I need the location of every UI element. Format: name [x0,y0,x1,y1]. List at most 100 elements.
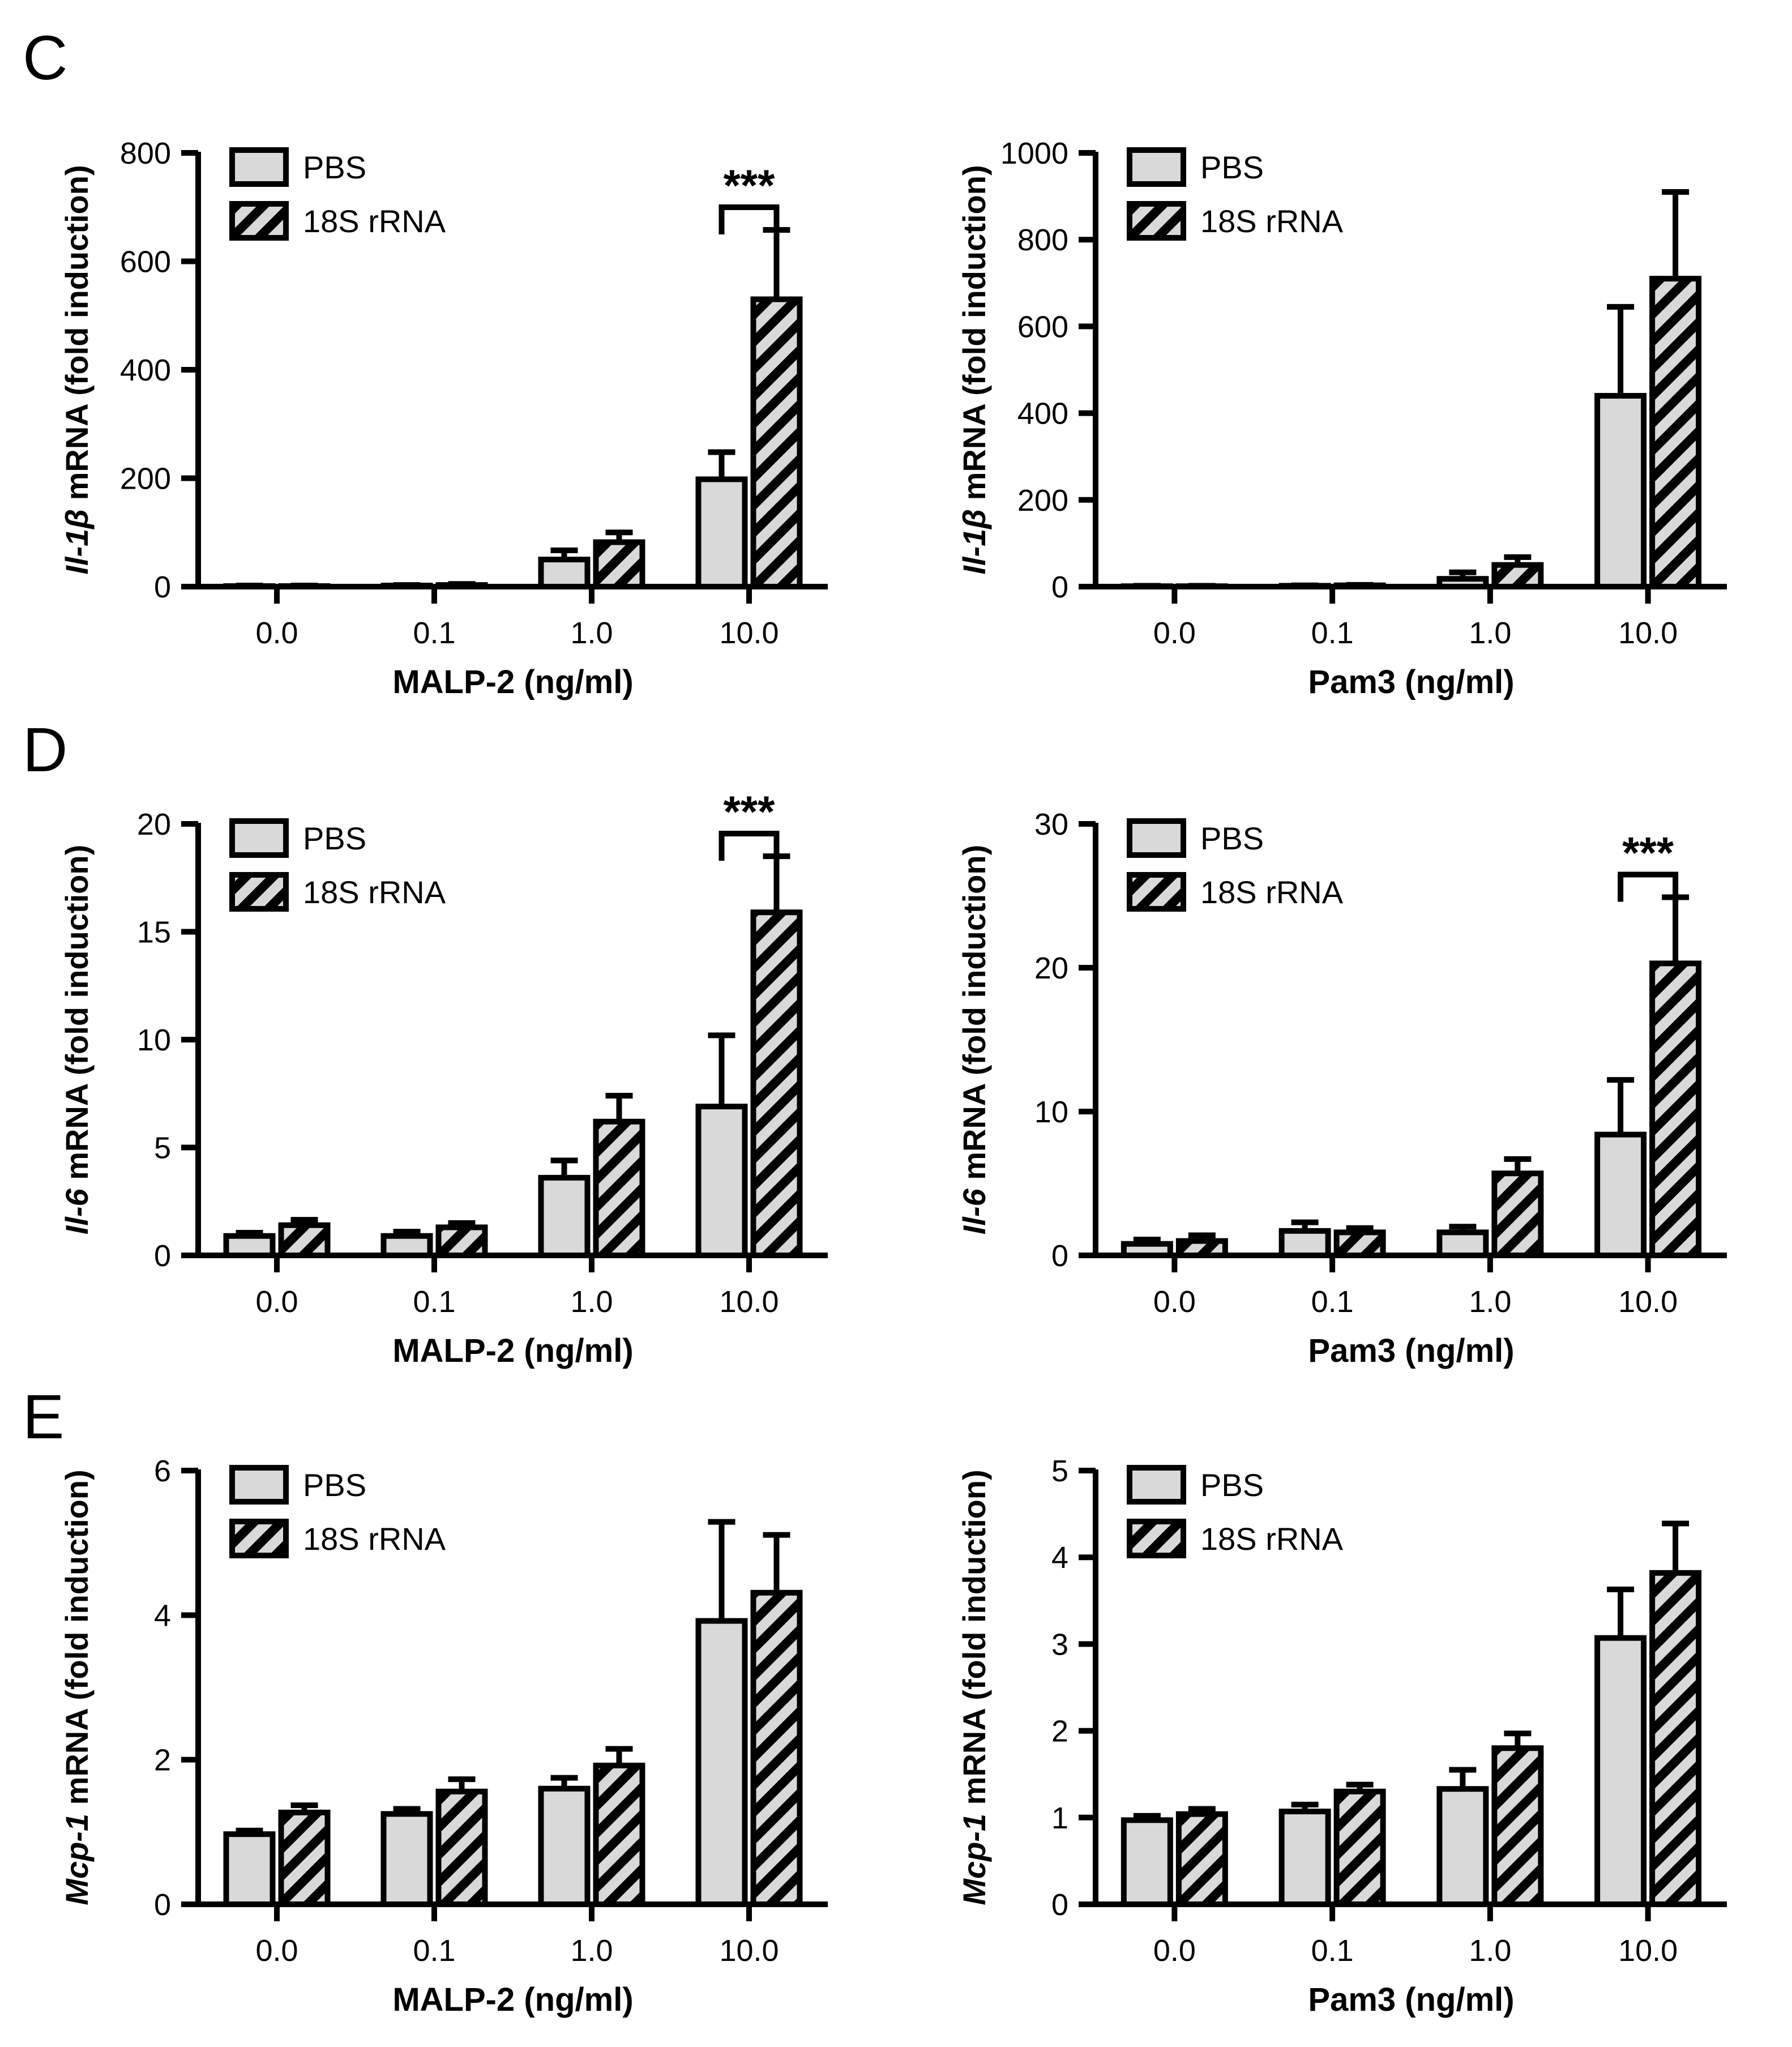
bar-18s-rrna [1175,583,1228,590]
bar-pbs [223,1233,276,1258]
y-tick-label: 2 [154,1743,171,1777]
bar-pbs [1594,1131,1647,1259]
legend-swatch-18s-rrna [1127,201,1186,241]
x-tick-label: 1.0 [570,616,613,650]
significance-label: *** [1622,828,1674,878]
x-tick-label: 10.0 [1618,1934,1678,1968]
legend-swatch-pbs [229,147,289,187]
x-tick-label: 0.1 [1311,616,1354,650]
bar-18s-rrna [435,582,488,589]
y-tick-label: 800 [1017,223,1068,257]
legend-swatch-18s-rrna [229,201,289,241]
x-tick-label: 10.0 [719,1934,779,1968]
legend-label-pbs: PBS [303,149,366,185]
significance-bracket [718,204,780,234]
x-tick-label: 1.0 [1469,1285,1511,1319]
y-axis-label-unit: mRNA (fold induction) [956,165,992,509]
panel-label-d: D [23,715,67,785]
panel-label-e: E [23,1382,64,1452]
legend-label-18s-rrna: 18S rRNA [303,1521,446,1557]
y-tick-label: 4 [154,1599,171,1633]
y-axis-label-unit: mRNA (fold induction) [59,165,95,509]
bar-18s-rrna [593,539,645,589]
x-tick-label: 0.0 [1153,1285,1196,1319]
y-tick-label: 5 [1051,1454,1068,1488]
y-tick-label: 400 [1017,397,1068,431]
bar-pbs [695,1618,748,1907]
bar-18s-rrna [1333,1788,1386,1908]
y-axis-label-gene: Il-6 [59,1188,95,1234]
y-axis-label: Il-6 mRNA (fold induction) [956,845,992,1235]
y-axis-label: Il-1β mRNA (fold induction) [59,165,95,574]
bar-pbs [380,1233,433,1258]
y-axis-label-unit: mRNA (fold induction) [956,845,992,1189]
bar-pbs [695,1104,748,1258]
y-axis-label-gene: Il-6 [956,1188,992,1234]
y-tick-label: 6 [154,1454,171,1488]
significance-label: *** [723,160,775,210]
x-tick-label: 10.0 [1618,616,1678,650]
bar-pbs [1436,576,1489,589]
bar-18s-rrna [593,1118,645,1259]
y-axis-label: Mcp-1 mRNA (fold induction) [59,1469,95,1905]
legend-label-18s-rrna: 18S rRNA [1200,203,1344,239]
x-axis-label: Pam3 (ng/ml) [1308,1332,1514,1369]
legend-label-pbs: PBS [1200,820,1264,856]
bar-18s-rrna [1649,1570,1702,1907]
legend-swatch-pbs [1127,147,1186,187]
y-tick-label: 1 [1051,1801,1068,1835]
y-tick-label: 0 [1051,1888,1068,1922]
y-tick-label: 10 [137,1023,171,1057]
x-tick-label: 1.0 [570,1934,613,1968]
x-tick-label: 0.1 [413,1934,455,1968]
legend-label-18s-rrna: 18S rRNA [303,203,446,239]
legend-label-18s-rrna: 18S rRNA [1200,874,1344,910]
x-tick-label: 0.1 [413,1285,455,1319]
x-tick-label: 0.0 [255,616,298,650]
y-tick-label: 5 [154,1131,171,1165]
legend-swatch-18s-rrna [1127,872,1186,912]
chart-2: 0 5 10 15 20 0.0 0.1 1.0 10.0 *** PBS 18S rRNA MALP-… [59,787,828,1369]
y-tick-label: 20 [1034,951,1068,985]
bar-18s-rrna [1649,960,1702,1258]
bar-pbs [695,476,748,589]
y-axis-label-gene: Mcp-1 [59,1814,95,1905]
bar-pbs [538,1174,591,1259]
bar-18s-rrna [435,1788,488,1908]
legend-label-pbs: PBS [303,820,366,856]
y-tick-label: 600 [120,245,171,279]
bar-pbs [1278,583,1331,590]
chart-3: 0 10 20 30 0.0 0.1 1.0 10.0 *** PBS 18S rRNA Pam3 (… [956,807,1727,1369]
x-tick-label: 10.0 [719,1285,779,1319]
y-tick-label: 2 [1051,1715,1068,1749]
bar-pbs [1278,1809,1331,1907]
y-tick-label: 15 [137,916,171,950]
legend-swatch-18s-rrna [229,872,289,912]
bar-18s-rrna [750,909,803,1258]
x-tick-label: 0.1 [1311,1934,1354,1968]
legend-swatch-pbs [1127,818,1186,858]
bar-18s-rrna [1175,1811,1228,1908]
y-tick-label: 400 [120,353,171,387]
x-axis-label: MALP-2 (ng/ml) [392,664,633,700]
legend-swatch-pbs [229,818,289,858]
bar-18s-rrna [1491,562,1544,590]
x-axis-label: MALP-2 (ng/ml) [392,1332,633,1369]
legend-label-pbs: PBS [303,1467,366,1503]
y-axis-label-unit: mRNA (fold induction) [956,1469,992,1814]
chart-0: 0 200 400 600 800 0.0 0.1 1.0 10.0 *** PBS 18S rRNA… [59,136,828,700]
x-axis-label: Pam3 (ng/ml) [1308,1981,1514,2018]
y-tick-label: 30 [1034,807,1068,841]
x-tick-label: 1.0 [1469,616,1511,650]
y-tick-label: 0 [1051,570,1068,604]
y-tick-label: 20 [137,807,171,841]
bar-18s-rrna [1491,1170,1544,1258]
bar-pbs [1120,1817,1173,1907]
y-axis-label-gene: Mcp-1 [956,1814,992,1905]
y-axis-label-gene: Il-1β [59,509,95,575]
x-tick-label: 10.0 [719,616,779,650]
bar-18s-rrna [278,583,331,589]
y-axis-label-gene: Il-1β [956,509,992,575]
